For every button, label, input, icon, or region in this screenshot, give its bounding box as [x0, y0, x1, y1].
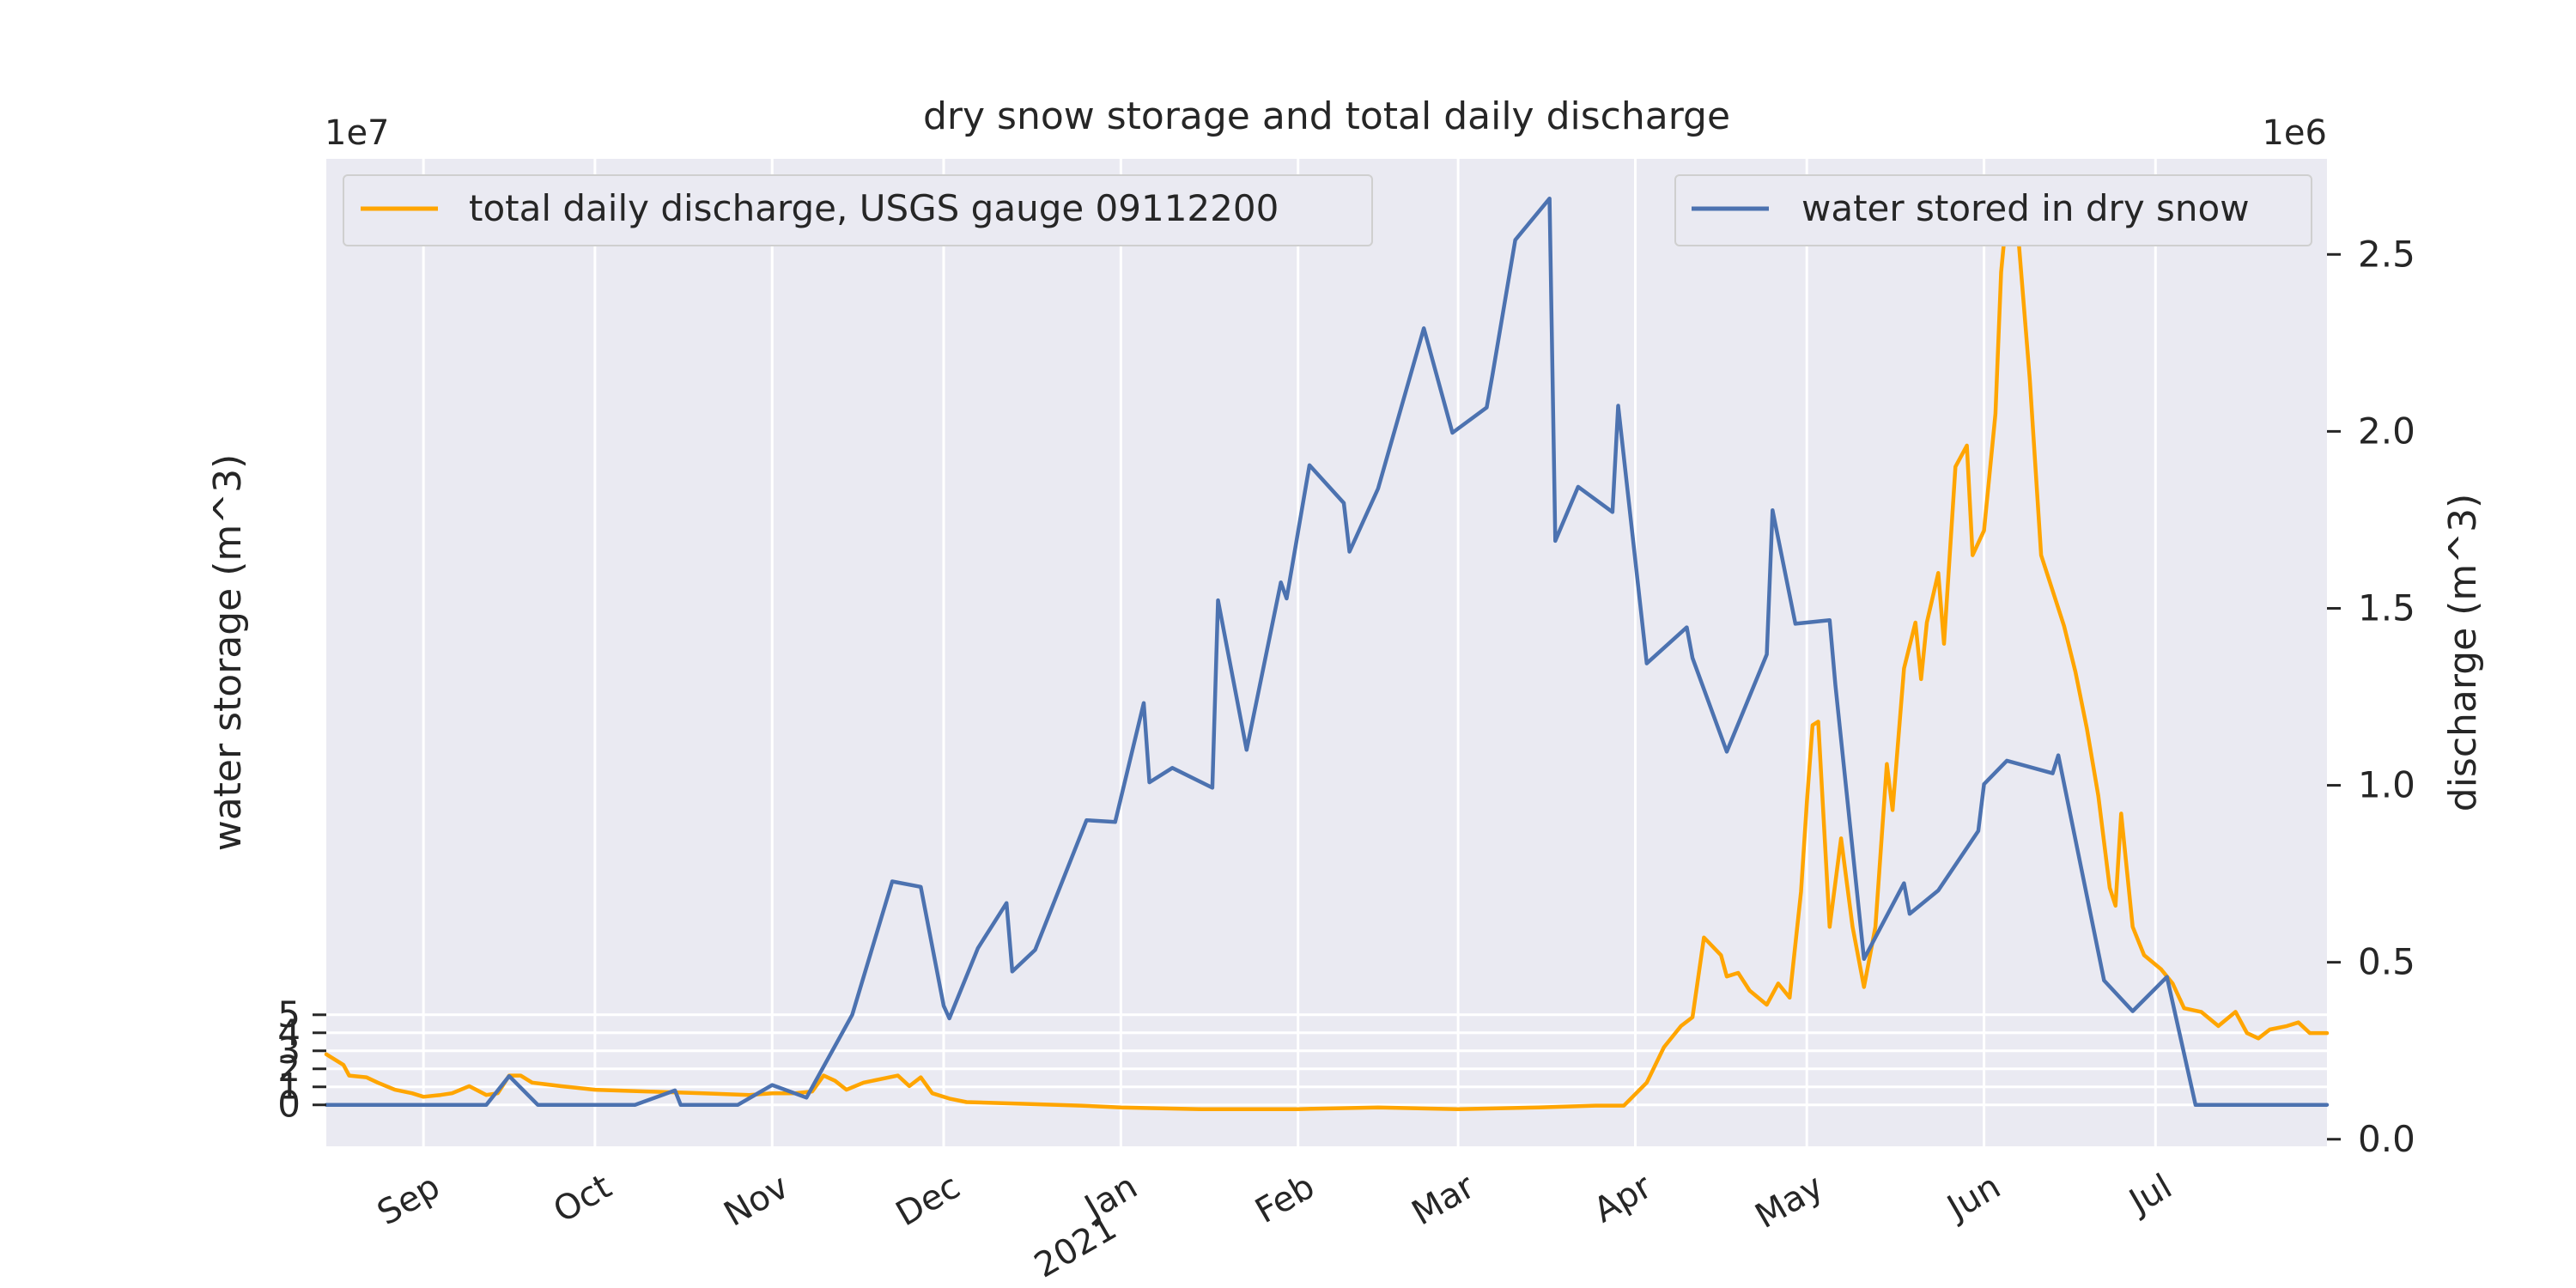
legend-snow: water stored in dry snow [1674, 174, 2312, 246]
y-left-tick-label: 0 [277, 1084, 301, 1126]
y-right-tick-label: 0.0 [2358, 1118, 2415, 1160]
legend-discharge: total daily discharge, USGS gauge 091122… [343, 174, 1373, 246]
y-right-axis-label: discharge (m^3) [2441, 494, 2485, 811]
y-right-offset-text: 1e6 [2262, 113, 2327, 153]
x-tick-label: Sep [371, 1167, 447, 1234]
y-right-tick-label: 1.0 [2358, 764, 2415, 806]
discharge-line [324, 210, 2330, 1111]
legend-discharge-label: total daily discharge, USGS gauge 091122… [469, 187, 1279, 229]
x-tick-label: Mar [1406, 1167, 1482, 1234]
chart-title: dry snow storage and total daily dischar… [923, 94, 1730, 138]
snow-storage-line [324, 196, 2330, 1107]
series-layer [324, 196, 2330, 1111]
legend-snow-label: water stored in dry snow [1801, 187, 2250, 229]
x-tick-label: Jul [2121, 1167, 2178, 1223]
x-tick-label: Dec [890, 1167, 967, 1235]
y-right-tick-label: 2.5 [2358, 233, 2415, 275]
x-tick-label: Feb [1249, 1167, 1321, 1231]
y-left-tick-label: 1 [277, 1066, 301, 1108]
y-right-tick-label: 1.5 [2358, 586, 2415, 629]
gridlines [326, 159, 2327, 1146]
y-right-tick-label: 0.5 [2358, 941, 2415, 983]
x-tick-label: Oct [547, 1167, 618, 1230]
y-left-tick-label: 3 [277, 1030, 301, 1072]
y-left-offset-text: 1e7 [325, 113, 390, 153]
x-tick-label: Apr [1588, 1167, 1659, 1231]
y-right-tick-label: 2.0 [2358, 410, 2415, 452]
x-tick-sublabel: 2021 [1028, 1208, 1123, 1286]
x-tick-label: Jun [1939, 1167, 2008, 1230]
y-left-tick-label: 2 [277, 1048, 301, 1090]
legend-snow-box [1674, 174, 2312, 246]
y-left-axis-label: water storage (m^3) [206, 454, 250, 852]
y-left-tick-label: 4 [277, 1012, 301, 1054]
x-tick-label: May [1749, 1167, 1831, 1236]
y-left-tick-label: 5 [277, 993, 301, 1036]
legend-discharge-box [343, 174, 1373, 246]
x-tick-label: Nov [718, 1167, 796, 1235]
plot-background [326, 159, 2327, 1146]
